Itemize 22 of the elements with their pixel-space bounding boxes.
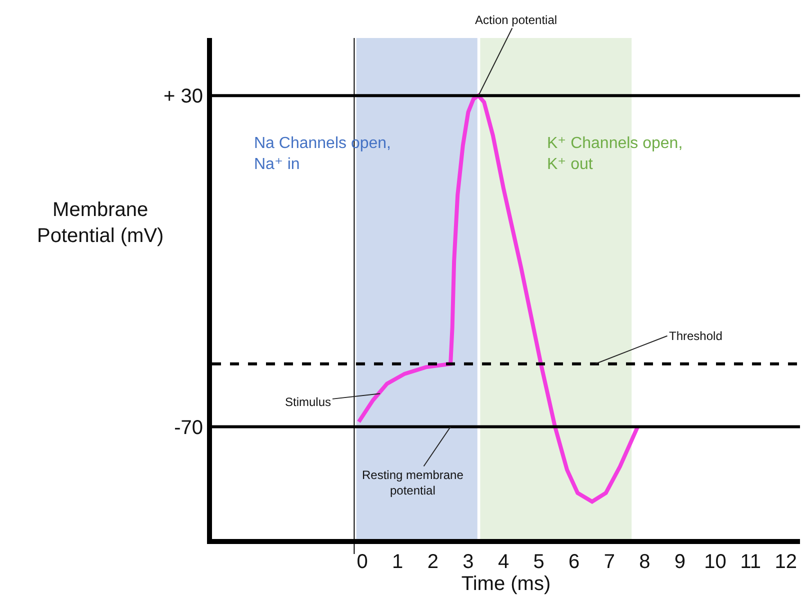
x-tick-label: 2 <box>427 551 438 573</box>
annotation: Stimulus <box>285 395 332 409</box>
x-axis-title: Time (ms) <box>461 573 551 595</box>
ref-line-label: Threshold <box>669 329 722 343</box>
x-tick-label: 10 <box>704 551 726 573</box>
x-tick-label: 5 <box>533 551 544 573</box>
y-tick-label: -70 <box>174 416 203 439</box>
annotation: Action potential <box>475 13 558 27</box>
x-tick-label: 0 <box>356 551 368 573</box>
x-tick-label: 1 <box>392 551 404 573</box>
x-tick-label: 8 <box>639 551 650 573</box>
x-tick-label: 6 <box>568 551 580 573</box>
y-tick-label: + 30 <box>164 86 203 108</box>
x-tick-label: 12 <box>774 551 798 573</box>
x-tick-label: 11 <box>740 551 761 573</box>
band-label: K⁺ Channels open, K⁺ out <box>547 135 683 173</box>
x-tick-label: 7 <box>604 551 615 573</box>
y-axis-title: Membrane Potential (mV) <box>37 199 164 247</box>
x-tick-label: 4 <box>498 551 510 573</box>
x-tick-label: 3 <box>462 551 474 573</box>
annotation: Resting membrane potential <box>362 468 464 498</box>
x-tick-label: 9 <box>674 551 686 573</box>
